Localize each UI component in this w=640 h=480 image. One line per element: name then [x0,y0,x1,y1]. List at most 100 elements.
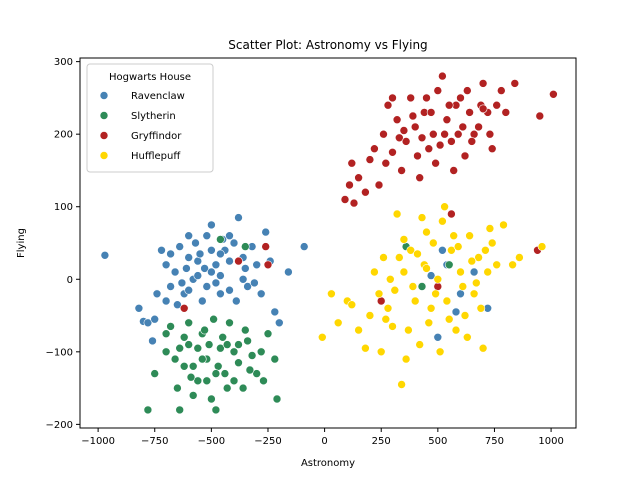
point-ravenclaw-49 [177,278,187,288]
x-tick-label-4: 0 [321,436,327,447]
point-hufflepuff-49 [449,231,459,240]
point-gryffindor-58 [394,133,404,143]
point-gryffindor-26 [456,93,465,103]
point-hufflepuff-65 [471,278,481,288]
point-ravenclaw-46 [216,289,225,299]
point-gryffindor-3 [349,198,359,208]
point-hufflepuff-50 [458,282,468,291]
point-gryffindor-4 [354,173,363,182]
point-hufflepuff-42 [537,242,547,251]
point-slytherin-21 [247,351,257,360]
legend-marker-gryffindor [99,131,109,140]
y-tick-label-2: 0 [67,275,73,286]
point-gryffindor-22 [438,71,447,81]
point-ravenclaw-25 [243,282,252,291]
point-gryffindor-12 [392,115,402,124]
legend-marker-ravenclaw [99,91,109,100]
point-ravenclaw-58 [207,267,216,277]
x-tick-label-3: −250 [254,436,281,447]
point-slytherin-18 [234,358,243,368]
point-ravenclaw-62 [451,307,461,317]
point-hufflepuff-62 [444,314,454,324]
point-ravenclaw-39 [225,256,234,266]
point-gryffindor-34 [492,100,502,110]
point-hufflepuff-10 [376,347,386,357]
point-ravenclaw-16 [202,231,212,240]
point-hufflepuff-41 [515,253,524,262]
point-gryffindor-67 [376,296,386,306]
point-hufflepuff-59 [404,325,413,335]
y-tick-label-4: 200 [54,130,73,141]
point-hufflepuff-25 [433,274,443,284]
point-ravenclaw-32 [274,318,284,328]
point-ravenclaw-42 [200,264,209,273]
point-hufflepuff-53 [485,224,495,233]
point-ravenclaw-21 [225,285,234,295]
point-hufflepuff-46 [413,249,422,259]
point-hufflepuff-43 [422,227,431,237]
point-hufflepuff-47 [408,282,418,291]
point-ravenclaw-34 [299,242,309,251]
point-gryffindor-64 [433,282,443,291]
point-gryffindor-68 [478,104,488,114]
point-gryffindor-8 [374,180,384,190]
point-slytherin-34 [170,354,180,364]
point-hufflepuff-64 [462,332,472,342]
point-slytherin-15 [220,369,230,378]
point-ravenclaw-3 [143,318,153,328]
point-hufflepuff-9 [374,289,384,299]
point-slytherin-1 [150,369,159,378]
point-slytherin-24 [263,329,273,339]
point-hufflepuff-13 [388,322,397,331]
point-hufflepuff-32 [465,231,474,240]
y-axis-label: Flying [16,228,27,258]
point-gryffindor-53 [444,100,454,110]
legend-label-ravenclaw: Ravenclaw [131,91,185,102]
chart-title: Scatter Plot: Astronomy vs Flying [228,38,427,52]
point-gryffindor-6 [365,155,375,164]
point-gryffindor-60 [234,256,243,266]
point-gryffindor-2 [347,158,357,168]
point-gryffindor-38 [535,111,545,121]
point-hufflepuff-21 [417,213,427,222]
point-slytherin-30 [222,340,232,349]
point-ravenclaw-15 [198,296,207,306]
x-tick-label-5: 250 [372,436,391,447]
point-slytherin-28 [198,354,207,364]
point-gryffindor-29 [469,129,479,139]
point-ravenclaw-5 [150,314,159,324]
point-slytherin-35 [161,329,171,339]
point-slytherin-42 [211,369,221,378]
point-gryffindor-16 [410,122,420,132]
point-gryffindor-56 [417,133,427,143]
point-gryffindor-39 [549,90,558,99]
legend-marker-hufflepuff [99,151,109,160]
point-ravenclaw-29 [261,227,271,237]
point-gryffindor-23 [442,115,452,124]
point-hufflepuff-37 [487,238,497,248]
point-slytherin-19 [238,383,248,393]
point-ravenclaw-33 [284,267,293,277]
point-gryffindor-65 [447,209,456,219]
x-tick-label-0: −1000 [81,436,115,447]
point-gryffindor-46 [449,166,459,175]
x-tick-label-7: 750 [485,436,504,447]
point-gryffindor-35 [496,86,506,95]
point-gryffindor-57 [408,111,418,121]
point-ravenclaw-12 [184,253,193,262]
point-slytherin-43 [222,383,232,393]
point-gryffindor-9 [379,129,388,139]
point-hufflepuff-6 [361,343,370,353]
point-ravenclaw-67 [438,246,447,255]
point-slytherin-27 [184,318,193,328]
point-hufflepuff-58 [394,253,404,262]
point-ravenclaw-56 [216,249,225,259]
point-gryffindor-33 [487,144,497,153]
point-gryffindor-40 [388,93,397,103]
point-slytherin-9 [193,376,203,386]
point-ravenclaw-28 [256,289,266,299]
legend: Hogwarts House Ravenclaw Slytherin Gryffin… [86,63,214,173]
point-hufflepuff-31 [460,311,470,320]
point-hufflepuff-48 [435,347,445,357]
